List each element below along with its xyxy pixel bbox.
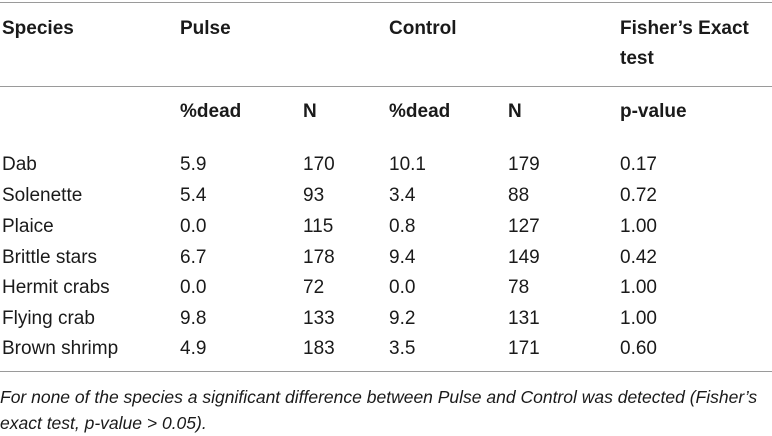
control-n-cell: 171: [508, 338, 540, 359]
pvalue-cell: 1.00: [620, 308, 657, 329]
species-cell: Solenette: [2, 185, 83, 206]
header-fisher-line1: Fisher’s Exact: [620, 18, 749, 39]
control-dead-cell: 9.2: [389, 308, 416, 329]
control-dead-cell: 10.1: [389, 154, 426, 175]
control-n-cell: 179: [508, 154, 540, 175]
subheader-control-n: N: [508, 101, 522, 122]
control-dead-cell: 9.4: [389, 247, 416, 268]
pulse-n-cell: 93: [303, 185, 325, 206]
subheader-pulse-n: N: [303, 101, 317, 122]
control-dead-cell: 3.5: [389, 338, 416, 359]
table-footnote: For none of the species a significant di…: [0, 387, 758, 433]
pvalue-cell: 0.60: [620, 338, 657, 359]
control-n-cell: 127: [508, 216, 540, 237]
pulse-n-cell: 115: [303, 216, 334, 237]
species-cell: Plaice: [2, 216, 54, 237]
control-n-cell: 149: [508, 247, 540, 268]
species-cell: Dab: [2, 154, 37, 175]
pulse-dead-cell: 5.4: [180, 185, 207, 206]
header-divider: [0, 86, 772, 87]
species-cell: Flying crab: [2, 308, 95, 329]
control-n-cell: 78: [508, 277, 530, 298]
subheader-pulse-dead: %dead: [180, 101, 242, 122]
table-top-rule: [0, 2, 772, 3]
pvalue-cell: 0.17: [620, 154, 657, 175]
subheader-pvalue: p-value: [620, 101, 687, 122]
control-n-cell: 88: [508, 185, 530, 206]
control-dead-cell: 0.8: [389, 216, 416, 237]
pulse-dead-cell: 4.9: [180, 338, 207, 359]
pulse-dead-cell: 6.7: [180, 247, 207, 268]
pvalue-cell: 0.42: [620, 247, 657, 268]
pulse-dead-cell: 5.9: [180, 154, 207, 175]
control-dead-cell: 0.0: [389, 277, 416, 298]
header-fisher-line2: test: [620, 48, 654, 69]
species-cell: Brown shrimp: [2, 338, 119, 359]
pulse-dead-cell: 0.0: [180, 216, 207, 237]
pulse-dead-cell: 9.8: [180, 308, 207, 329]
table-bottom-rule: [0, 371, 772, 372]
header-control: Control: [389, 18, 457, 39]
pulse-n-cell: 183: [303, 338, 335, 359]
pulse-dead-cell: 0.0: [180, 277, 207, 298]
control-dead-cell: 3.4: [389, 185, 416, 206]
pvalue-cell: 0.72: [620, 185, 657, 206]
pvalue-cell: 1.00: [620, 216, 657, 237]
pulse-n-cell: 170: [303, 154, 335, 175]
control-n-cell: 131: [508, 308, 540, 329]
pulse-n-cell: 72: [303, 277, 325, 298]
subheader-control-dead: %dead: [389, 101, 451, 122]
species-cell: Brittle stars: [2, 247, 98, 268]
header-pulse: Pulse: [180, 18, 231, 39]
header-species: Species: [2, 18, 74, 39]
pvalue-cell: 1.00: [620, 277, 657, 298]
pulse-n-cell: 133: [303, 308, 335, 329]
pulse-n-cell: 178: [303, 247, 335, 268]
species-cell: Hermit crabs: [2, 277, 110, 298]
